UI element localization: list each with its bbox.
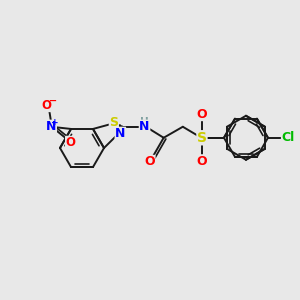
Text: O: O — [41, 98, 51, 112]
Text: S: S — [197, 131, 207, 145]
Text: Cl: Cl — [281, 131, 295, 144]
Text: N: N — [46, 120, 56, 133]
Text: S: S — [109, 116, 118, 129]
Text: O: O — [196, 155, 207, 168]
Text: +: + — [51, 118, 59, 127]
Text: N: N — [139, 120, 150, 133]
Text: O: O — [196, 108, 207, 121]
Text: O: O — [144, 155, 155, 168]
Text: H: H — [140, 117, 149, 127]
Text: O: O — [66, 136, 76, 149]
Text: −: − — [49, 96, 57, 106]
Text: N: N — [115, 127, 125, 140]
